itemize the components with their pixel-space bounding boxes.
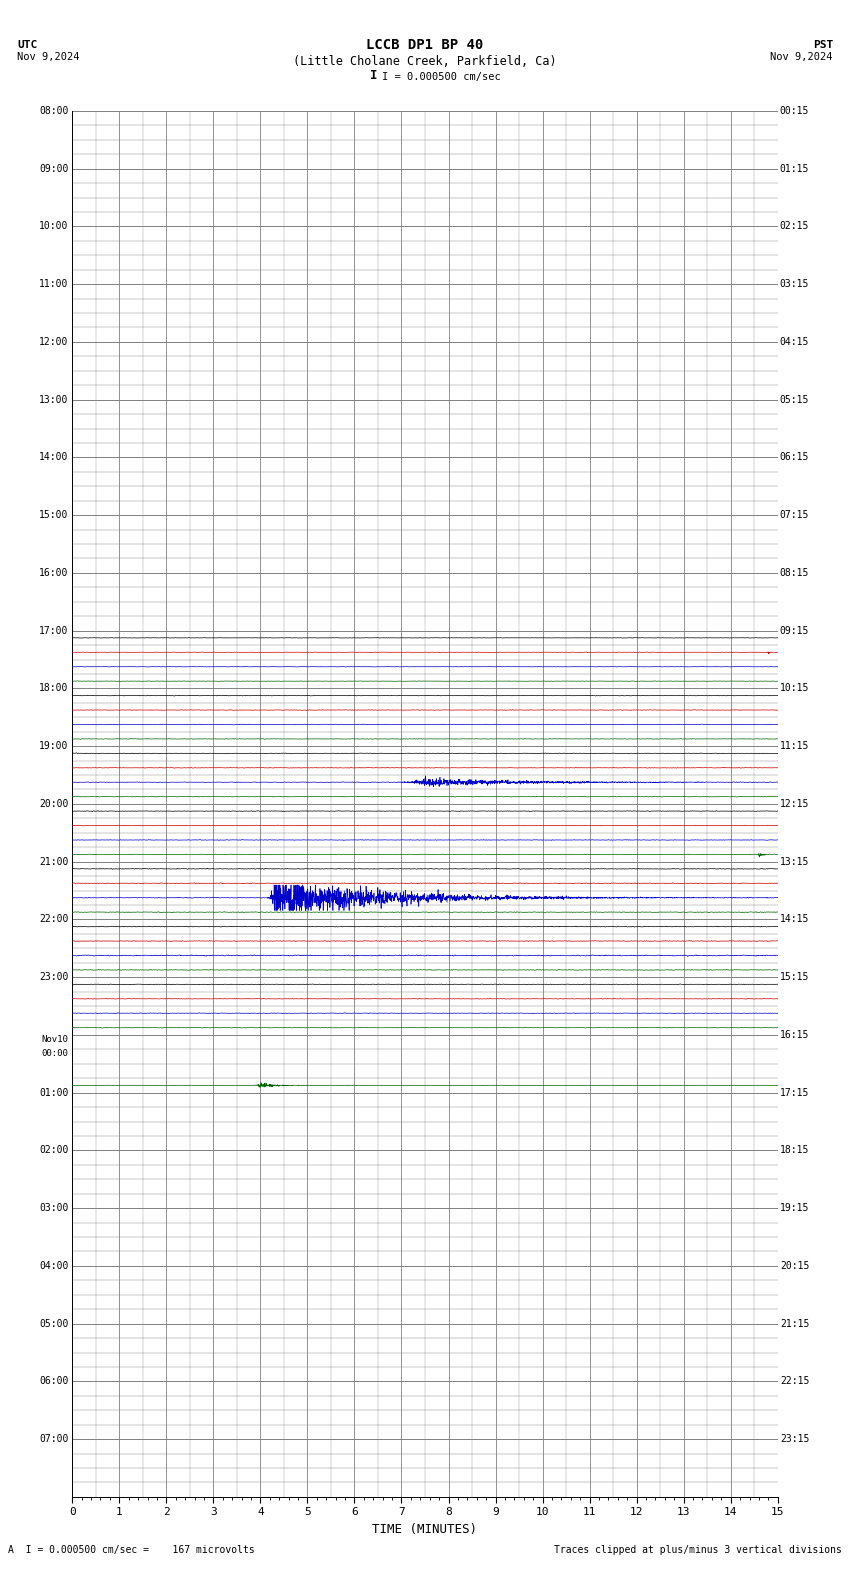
Text: 23:00: 23:00 [39,973,69,982]
Text: 22:00: 22:00 [39,914,69,925]
Text: A  I = 0.000500 cm/sec =    167 microvolts: A I = 0.000500 cm/sec = 167 microvolts [8,1546,255,1555]
Text: Traces clipped at plus/minus 3 vertical divisions: Traces clipped at plus/minus 3 vertical … [553,1546,842,1555]
Text: 13:15: 13:15 [779,857,809,866]
Text: 15:15: 15:15 [779,973,809,982]
Text: 09:15: 09:15 [779,626,809,635]
Text: 01:15: 01:15 [779,163,809,174]
Text: 00:00: 00:00 [42,1049,69,1058]
Text: 08:00: 08:00 [39,106,69,116]
Text: 14:15: 14:15 [779,914,809,925]
Text: 23:15: 23:15 [779,1434,809,1445]
Text: 12:00: 12:00 [39,337,69,347]
X-axis label: TIME (MINUTES): TIME (MINUTES) [372,1522,478,1536]
Text: 06:00: 06:00 [39,1376,69,1386]
Text: I: I [371,70,377,82]
Text: 00:15: 00:15 [779,106,809,116]
Text: 19:00: 19:00 [39,741,69,751]
Text: (Little Cholane Creek, Parkfield, Ca): (Little Cholane Creek, Parkfield, Ca) [293,55,557,68]
Text: 09:00: 09:00 [39,163,69,174]
Text: 16:00: 16:00 [39,569,69,578]
Text: 21:15: 21:15 [779,1318,809,1329]
Text: 20:15: 20:15 [779,1261,809,1270]
Text: Nov 9,2024: Nov 9,2024 [770,52,833,62]
Text: 06:15: 06:15 [779,453,809,463]
Text: 21:00: 21:00 [39,857,69,866]
Text: 05:00: 05:00 [39,1318,69,1329]
Text: PST: PST [813,40,833,49]
Text: 04:00: 04:00 [39,1261,69,1270]
Text: 19:15: 19:15 [779,1204,809,1213]
Text: 10:15: 10:15 [779,683,809,694]
Text: 01:00: 01:00 [39,1088,69,1098]
Text: 02:15: 02:15 [779,222,809,231]
Text: 11:00: 11:00 [39,279,69,290]
Text: 04:15: 04:15 [779,337,809,347]
Text: 02:00: 02:00 [39,1145,69,1155]
Text: 03:00: 03:00 [39,1204,69,1213]
Text: UTC: UTC [17,40,37,49]
Text: 22:15: 22:15 [779,1376,809,1386]
Text: 17:15: 17:15 [779,1088,809,1098]
Text: 03:15: 03:15 [779,279,809,290]
Text: 18:00: 18:00 [39,683,69,694]
Text: 11:15: 11:15 [779,741,809,751]
Text: Nov 9,2024: Nov 9,2024 [17,52,80,62]
Text: LCCB DP1 BP 40: LCCB DP1 BP 40 [366,38,484,52]
Text: 18:15: 18:15 [779,1145,809,1155]
Text: 15:00: 15:00 [39,510,69,520]
Text: 20:00: 20:00 [39,798,69,809]
Text: 05:15: 05:15 [779,394,809,404]
Text: Nov10: Nov10 [42,1034,69,1044]
Text: 14:00: 14:00 [39,453,69,463]
Text: 17:00: 17:00 [39,626,69,635]
Text: 07:15: 07:15 [779,510,809,520]
Text: 12:15: 12:15 [779,798,809,809]
Text: 10:00: 10:00 [39,222,69,231]
Text: I = 0.000500 cm/sec: I = 0.000500 cm/sec [382,73,501,82]
Text: 08:15: 08:15 [779,569,809,578]
Text: 13:00: 13:00 [39,394,69,404]
Text: 16:15: 16:15 [779,1030,809,1039]
Text: 07:00: 07:00 [39,1434,69,1445]
